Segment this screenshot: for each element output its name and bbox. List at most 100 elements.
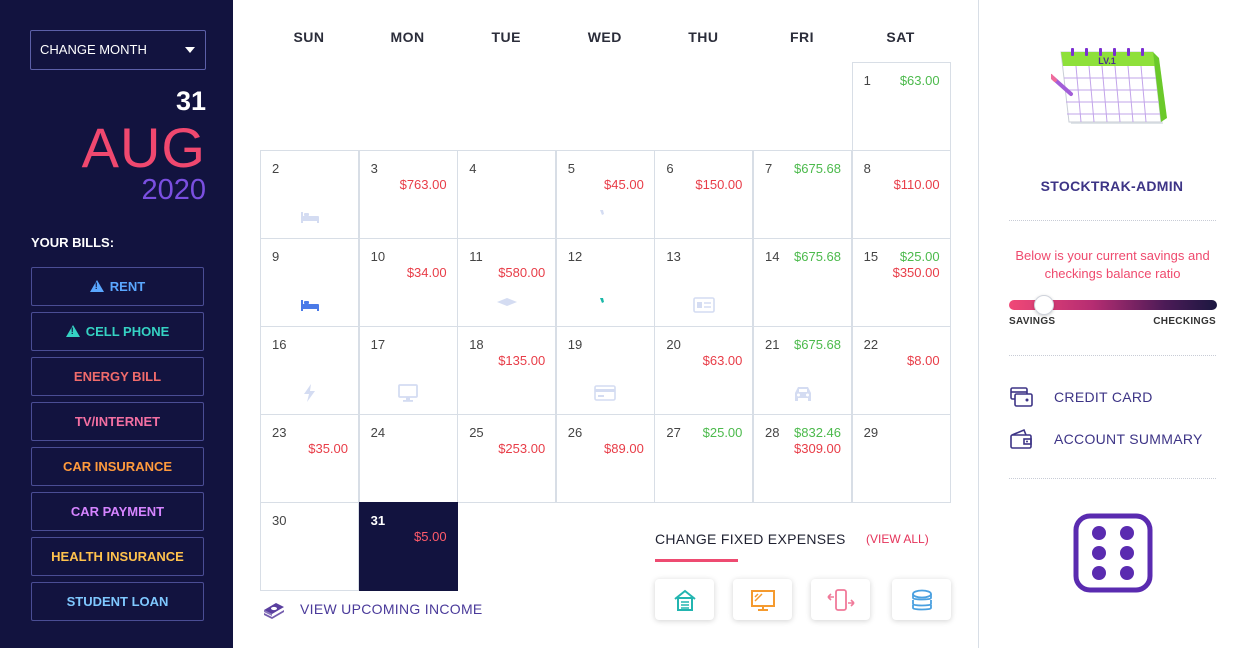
calendar-day-23[interactable]: 23 $35.00	[260, 414, 359, 503]
day-number: 20	[666, 337, 681, 352]
bill-label: HEALTH INSURANCE	[51, 549, 184, 564]
bill-label: TV/INTERNET	[74, 414, 161, 429]
expense-amount: $253.00	[498, 441, 546, 456]
calendar-day-9[interactable]: 9	[260, 238, 359, 327]
calendar-day-2[interactable]: 2	[260, 150, 359, 239]
ratio-slider-knob[interactable]	[1034, 295, 1055, 315]
bill-button-car-insurance[interactable]: CAR INSURANCE	[31, 447, 204, 486]
view-all-link[interactable]: (VIEW ALL)	[866, 532, 929, 546]
phone-icon	[594, 207, 616, 225]
fixed-expense-tv-button[interactable]	[733, 579, 792, 620]
income-amount: $675.68	[794, 249, 841, 264]
fixed-expense-rent-button[interactable]	[655, 579, 714, 620]
bill-button-energy-bill[interactable]: ENERGY BILL	[31, 357, 204, 396]
day-number: 10	[370, 249, 386, 264]
bill-button-rent[interactable]: RENT	[31, 267, 204, 306]
expense-amount: $309.00	[794, 441, 841, 456]
bill-button-student-loan[interactable]: STUDENT LOAN	[31, 582, 204, 621]
calendar-day-4[interactable]: 4	[457, 150, 557, 239]
graduation-cap-icon	[496, 295, 518, 313]
calendar-day-1[interactable]: 1 $63.00	[851, 62, 951, 151]
expense-amount: $150.00	[695, 177, 743, 192]
calendar-day-10[interactable]: 10 $34.00	[358, 238, 458, 327]
bill-button-health-insurance[interactable]: HEALTH INSURANCE	[31, 537, 204, 576]
account-summary-label: ACCOUNT SUMMARY	[1054, 431, 1203, 447]
day-number: 5	[567, 161, 576, 176]
calendar-day-18[interactable]: 18 $135.00	[457, 326, 557, 415]
day-number: 9	[272, 249, 280, 264]
calendar-day-13[interactable]: 13	[654, 238, 754, 327]
calendar-day-24[interactable]: 24	[358, 414, 458, 503]
monitor-icon	[397, 383, 419, 402]
divider	[1009, 478, 1216, 479]
calendar-day-21[interactable]: 21 $675.68	[753, 326, 852, 415]
day-number: 23	[272, 425, 287, 440]
calendar-day-20[interactable]: 20 $63.00	[654, 326, 754, 415]
day-number: 26	[567, 425, 583, 440]
bill-label: ENERGY BILL	[73, 369, 162, 384]
bill-button-tv-internet[interactable]: TV/INTERNET	[31, 402, 204, 441]
day-number: 6	[666, 161, 674, 176]
bed-icon	[299, 295, 321, 313]
calendar-day-5[interactable]: 5 $45.00	[555, 150, 655, 239]
fixed-expense-coins-button[interactable]	[892, 579, 951, 620]
bill-label: STUDENT LOAN	[66, 594, 169, 609]
expense-amount: $34.00	[406, 265, 447, 280]
calendar-day-22[interactable]: 22 $8.00	[851, 326, 951, 415]
day-number: 21	[765, 337, 780, 352]
day-number: 12	[567, 249, 583, 264]
calendar-day-26[interactable]: 26 $89.00	[555, 414, 655, 503]
bill-button-cell-phone[interactable]: CELL PHONE	[31, 312, 204, 351]
calendar-day-8[interactable]: 8 $110.00	[851, 150, 951, 239]
bill-label: RENT	[109, 279, 146, 294]
calendar-day-28[interactable]: 28 $832.46 $309.00	[753, 414, 852, 503]
calendar-day-29[interactable]: 29	[851, 414, 951, 503]
change-month-dropdown[interactable]: CHANGE MONTH	[30, 30, 206, 70]
bills-title: YOUR BILLS:	[31, 235, 115, 250]
day-number: 30	[272, 513, 287, 528]
view-upcoming-income-label: VIEW UPCOMING INCOME	[300, 601, 483, 617]
credit-card-link[interactable]: CREDIT CARD	[1009, 385, 1153, 409]
expense-amount: $63.00	[702, 353, 743, 368]
calendar-day-31[interactable]: 31 $5.00	[358, 502, 458, 591]
income-amount: $25.00	[899, 249, 940, 264]
calendar-day-25[interactable]: 25 $253.00	[457, 414, 557, 503]
income-amount: $675.68	[794, 161, 841, 176]
calendar-day-3[interactable]: 3 $763.00	[358, 150, 458, 239]
calendar-day-16[interactable]: 16	[260, 326, 359, 415]
day-number: 15	[863, 249, 879, 264]
calendar-day-19[interactable]: 19	[555, 326, 655, 415]
calendar-day-11[interactable]: 11 $580.00	[457, 238, 557, 327]
calendar-day-30[interactable]: 30	[260, 502, 359, 591]
day-number: 29	[863, 425, 879, 440]
calendar-day-14[interactable]: 14 $675.68	[753, 238, 852, 327]
calendar-day-6[interactable]: 6 $150.00	[654, 150, 754, 239]
calendar-day-7[interactable]: 7 $675.68	[753, 150, 852, 239]
bill-button-car-payment[interactable]: CAR PAYMENT	[31, 492, 204, 531]
credit-card-label: CREDIT CARD	[1054, 389, 1153, 405]
coins-icon	[911, 589, 932, 610]
view-upcoming-income-link[interactable]: VIEW UPCOMING INCOME	[262, 598, 483, 620]
income-amount: $25.00	[702, 425, 743, 440]
tv-icon	[750, 589, 775, 611]
calendar-day-17[interactable]: 17	[358, 326, 458, 415]
calendar-day-15[interactable]: 15 $25.00 $350.00	[851, 238, 951, 327]
credit-card-icon	[594, 383, 617, 401]
weekday-wed: WED	[587, 29, 622, 45]
bolt-icon	[299, 383, 321, 402]
expense-amount: $89.00	[604, 441, 644, 456]
expense-amount: $5.00	[414, 529, 447, 544]
expense-amount: $580.00	[498, 265, 546, 280]
calendar-day-12[interactable]: 12	[555, 238, 655, 327]
warning-icon	[89, 280, 104, 292]
fixed-expense-transfer-button[interactable]	[811, 579, 870, 620]
calendar-graphic-icon: LV.1	[1051, 48, 1167, 124]
calendar-day-27[interactable]: 27 $25.00	[654, 414, 754, 503]
dice-six-icon[interactable]	[1073, 513, 1153, 593]
day-number: 31	[370, 513, 386, 528]
day-number: 19	[567, 337, 583, 352]
caret-down-icon	[185, 47, 195, 53]
account-summary-link[interactable]: ACCOUNT SUMMARY	[1009, 427, 1203, 451]
car-icon	[792, 383, 814, 401]
wallet-icon	[1010, 428, 1032, 449]
